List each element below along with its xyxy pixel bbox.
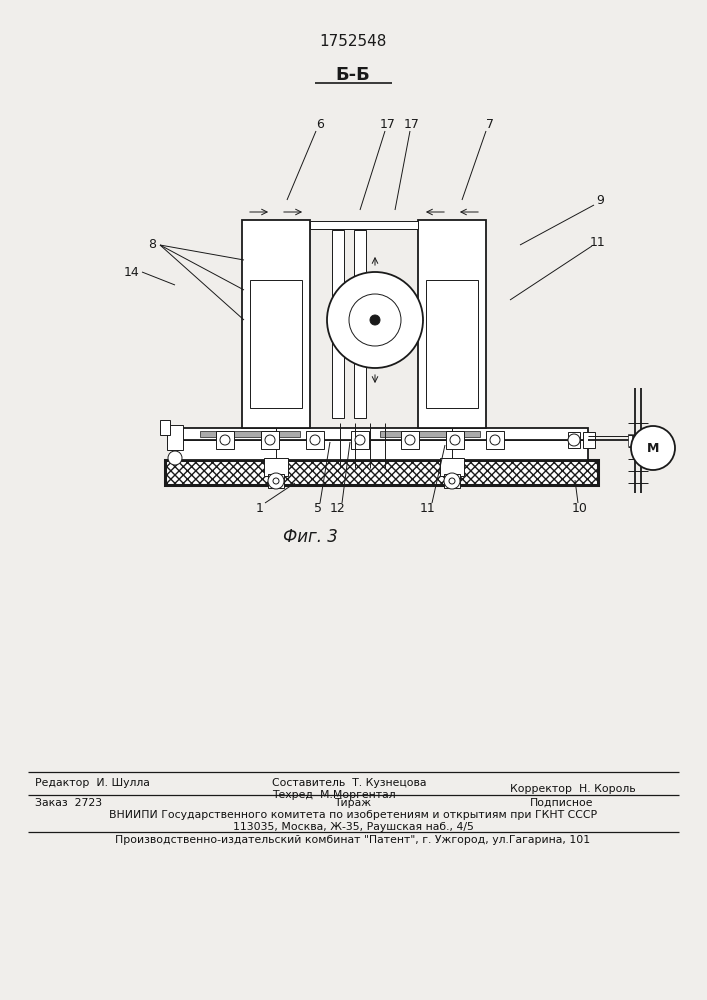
Bar (446, 431, 464, 449)
Circle shape (444, 473, 460, 489)
Text: Б-Б: Б-Б (336, 66, 370, 84)
Bar (426, 280, 478, 408)
Bar (216, 431, 234, 449)
Text: Заказ  2723: Заказ 2723 (35, 798, 102, 808)
Circle shape (268, 473, 284, 489)
Text: Составитель  Т. Кузнецова: Составитель Т. Кузнецова (272, 778, 426, 788)
Bar (568, 432, 580, 448)
Bar (380, 431, 480, 437)
Text: 12: 12 (330, 502, 346, 514)
Circle shape (168, 451, 182, 465)
Text: Подписное: Подписное (530, 798, 593, 808)
Circle shape (355, 435, 365, 445)
Text: Корректор  Н. Король: Корректор Н. Король (510, 784, 636, 794)
Text: 113035, Москва, Ж-35, Раушская наб., 4/5: 113035, Москва, Ж-35, Раушская наб., 4/5 (233, 822, 474, 832)
Bar (418, 220, 486, 428)
Text: 17: 17 (380, 118, 396, 131)
Bar (310, 221, 418, 229)
Circle shape (450, 435, 460, 445)
Bar (268, 474, 284, 488)
Bar (440, 458, 464, 476)
Bar (264, 458, 288, 476)
Bar (242, 220, 310, 428)
Bar (633, 434, 637, 446)
Text: Фиг. 3: Фиг. 3 (283, 528, 337, 546)
Bar (351, 431, 369, 449)
Bar (261, 431, 279, 449)
Circle shape (490, 435, 500, 445)
Text: ВНИИПИ Государственного комитета по изобретениям и открытиям при ГКНТ СССР: ВНИИПИ Государственного комитета по изоб… (109, 810, 597, 820)
Text: Редактор  И. Шулла: Редактор И. Шулла (35, 778, 150, 788)
Circle shape (220, 435, 230, 445)
Bar (444, 474, 460, 488)
Text: Техред  М.Моргентал: Техред М.Моргентал (272, 790, 396, 800)
Text: 5: 5 (314, 502, 322, 514)
Bar (628, 434, 632, 446)
Text: 11: 11 (590, 235, 606, 248)
Text: 17: 17 (404, 118, 420, 131)
Bar (332, 230, 344, 418)
Text: 7: 7 (486, 118, 494, 131)
Circle shape (265, 435, 275, 445)
Text: 1: 1 (256, 502, 264, 514)
Bar (165, 460, 598, 485)
Bar (167, 425, 183, 450)
Bar (401, 431, 419, 449)
Text: 9: 9 (596, 194, 604, 207)
Text: Производственно-издательский комбинат "Патент", г. Ужгород, ул.Гагарина, 101: Производственно-издательский комбинат "П… (115, 835, 590, 845)
Text: 11: 11 (420, 502, 436, 514)
Circle shape (273, 478, 279, 484)
Text: 14: 14 (124, 265, 140, 278)
Bar (354, 230, 366, 418)
Text: M: M (647, 442, 659, 454)
Circle shape (349, 294, 401, 346)
Circle shape (568, 434, 580, 446)
Text: Тираж: Тираж (334, 798, 372, 808)
Bar (486, 431, 504, 449)
Text: 1752548: 1752548 (320, 34, 387, 49)
Bar (175, 440, 588, 460)
Text: 6: 6 (316, 118, 324, 131)
Bar (165, 460, 598, 485)
Bar (306, 431, 324, 449)
Circle shape (405, 435, 415, 445)
Bar (583, 432, 595, 448)
Bar (160, 420, 170, 435)
Circle shape (327, 272, 423, 368)
Text: 8: 8 (148, 238, 156, 251)
Circle shape (449, 478, 455, 484)
Bar (175, 428, 588, 440)
Circle shape (310, 435, 320, 445)
Bar (250, 280, 302, 408)
Circle shape (631, 426, 675, 470)
Bar (638, 434, 642, 446)
Text: 10: 10 (572, 502, 588, 514)
Bar (200, 431, 300, 437)
Circle shape (370, 315, 380, 325)
